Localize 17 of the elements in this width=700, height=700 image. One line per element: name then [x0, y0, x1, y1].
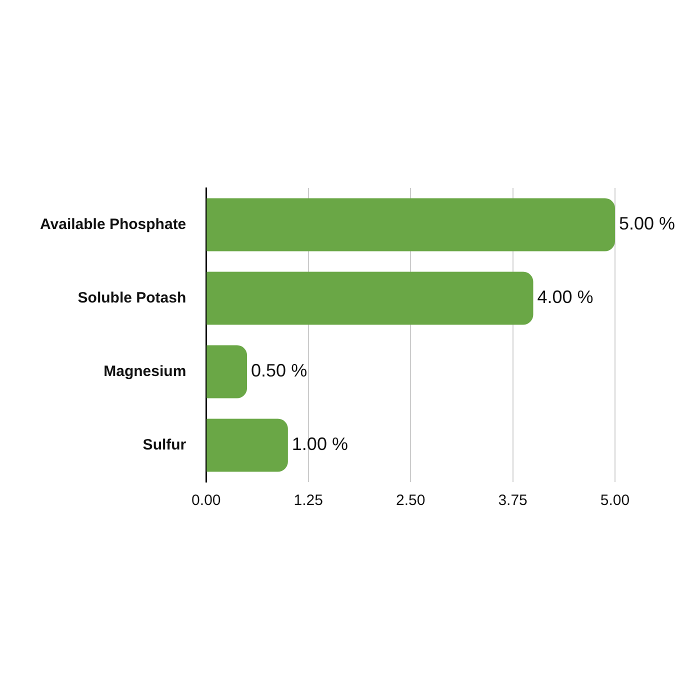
y-tick-label: Soluble Potash [78, 289, 186, 306]
data-label: 4.00 % [537, 287, 594, 308]
x-tick-label: 1.25 [294, 492, 323, 510]
data-label: 5.00 % [619, 214, 676, 234]
y-tick-label: Available Phosphate [40, 216, 186, 233]
bar [206, 345, 248, 398]
x-tick-label: 2.50 [396, 492, 426, 510]
bar [206, 198, 615, 252]
y-tick-label: Sulfur [142, 436, 186, 454]
x-tick-label: 0.00 [192, 492, 221, 510]
x-tick-label: 5.00 [600, 492, 630, 510]
bar [206, 272, 534, 325]
x-tick-label: 3.75 [498, 492, 528, 510]
data-label: 0.50 % [251, 360, 308, 381]
y-tick-label: Magnesium [104, 362, 186, 380]
bar [206, 418, 288, 472]
data-label: 1.00 % [292, 434, 348, 454]
